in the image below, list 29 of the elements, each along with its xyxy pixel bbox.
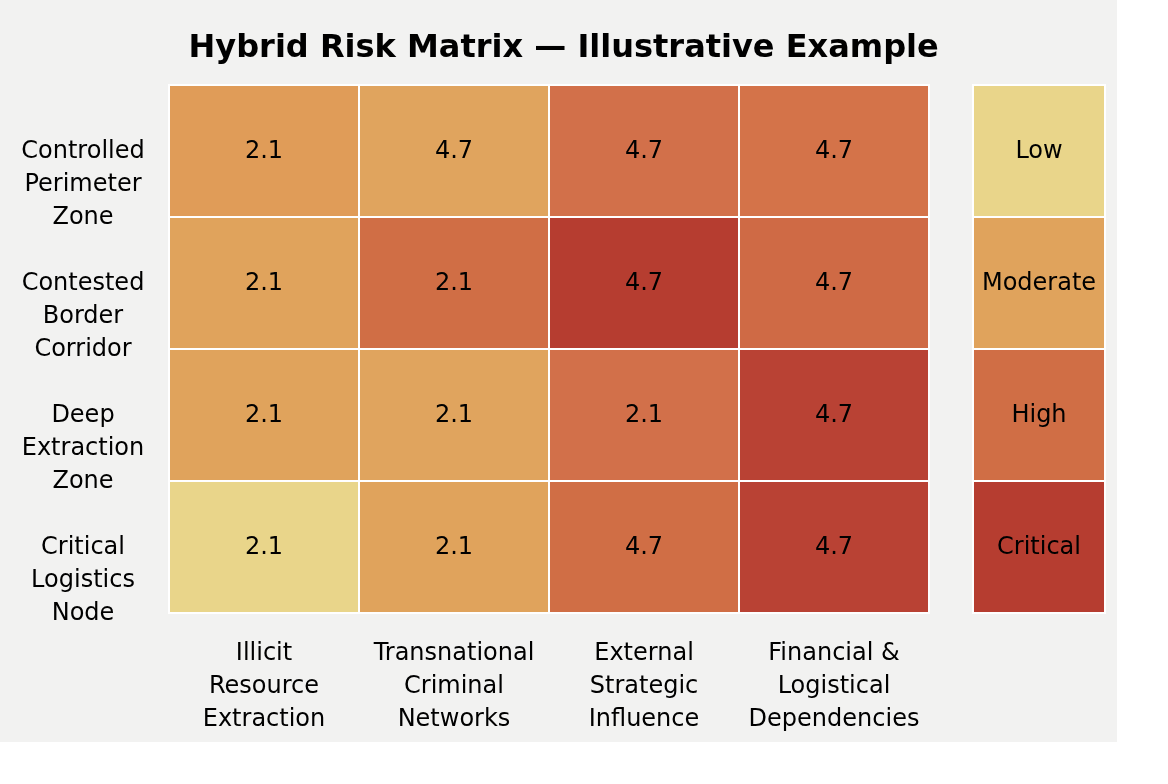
data-label: 4.7 <box>434 136 474 164</box>
data-label: 4.7 <box>814 268 854 296</box>
data-label: 2.1 <box>434 532 474 560</box>
x-tick-label: Financial & Logistical Dependencies <box>748 638 920 732</box>
x-tick-label: External Strategic Influence <box>588 638 700 732</box>
chart-title: Hybrid Risk Matrix — Illustrative Example <box>188 26 939 65</box>
data-label: 4.7 <box>624 136 664 164</box>
y-tick-label: Controlled Perimeter Zone <box>21 136 145 230</box>
data-label: 2.1 <box>244 532 284 560</box>
data-label: 4.7 <box>814 532 854 560</box>
data-label: 2.1 <box>244 268 284 296</box>
data-label: 2.1 <box>244 136 284 164</box>
data-label: 2.1 <box>434 400 474 428</box>
data-label: 2.1 <box>434 268 474 296</box>
y-tick-label: Critical Logistics Node <box>31 532 135 626</box>
category-label: Critical <box>997 532 1081 560</box>
category-label: Moderate <box>981 268 1097 296</box>
data-label: 4.7 <box>814 400 854 428</box>
category-label: Low <box>1015 136 1063 164</box>
data-label: 4.7 <box>624 268 664 296</box>
data-label: 4.7 <box>624 532 664 560</box>
x-tick-label: Illicit Resource Extraction <box>202 638 326 732</box>
y-tick-label: Deep Extraction Zone <box>21 400 145 494</box>
y-tick-label: Contested Border Corridor <box>21 268 145 362</box>
category-label: High <box>1011 400 1067 428</box>
data-label: 2.1 <box>624 400 664 428</box>
data-label: 4.7 <box>814 136 854 164</box>
data-label: 2.1 <box>244 400 284 428</box>
x-tick-label: Transnational Criminal Networks <box>372 638 535 732</box>
